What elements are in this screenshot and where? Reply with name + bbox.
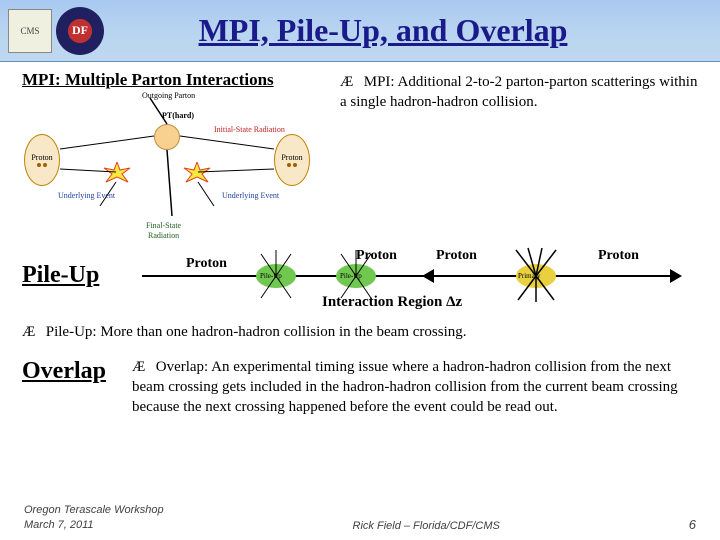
proton-label: Proton bbox=[186, 256, 227, 272]
proton-label: Proton bbox=[436, 248, 477, 264]
interaction-region-label: Interaction Region Δz bbox=[322, 294, 462, 311]
primary-blob-icon: Primary bbox=[516, 264, 556, 288]
footer-author: Rick Field – Florida/CDF/CMS bbox=[164, 520, 689, 532]
beam-arrow-right-icon bbox=[670, 269, 682, 283]
mpi-heading: MPI: Multiple Parton Interactions bbox=[22, 70, 322, 90]
header-bar: CMS DF MPI, Pile-Up, and Overlap bbox=[0, 0, 720, 62]
footer-page-number: 6 bbox=[689, 517, 696, 532]
fsr-label-2: Radiation bbox=[148, 231, 179, 240]
beam-arrow-left-icon bbox=[422, 269, 434, 283]
overlap-bullet-text: Overlap: An experimental timing issue wh… bbox=[132, 359, 678, 415]
cdf-logo-icon: DF bbox=[56, 7, 104, 55]
proton-label: Proton bbox=[598, 248, 639, 264]
overlap-heading: Overlap bbox=[22, 358, 122, 417]
underlying-label-right: Underlying Event bbox=[222, 191, 280, 200]
fsr-label: Final-State bbox=[146, 221, 182, 230]
cms-logo-icon: CMS bbox=[8, 9, 52, 53]
pileup-blob-label: Pile-Up bbox=[260, 272, 282, 280]
underlying-label-left: Underlying Event bbox=[58, 191, 116, 200]
pileup-bullet-text: Pile-Up: More than one hadron-hadron col… bbox=[46, 324, 467, 340]
pileup-diagram: Proton Proton Proton Proton Pile-Up Pile… bbox=[142, 242, 698, 308]
mpi-bullet-text: MPI: Additional 2-to-2 parton-parton sca… bbox=[340, 74, 697, 110]
proton-label: Proton bbox=[356, 248, 397, 264]
pileup-heading: Pile-Up bbox=[22, 262, 130, 289]
pileup-blob-label: Pile-Up bbox=[340, 272, 362, 280]
footer-workshop: Oregon Terascale Workshop bbox=[24, 503, 164, 517]
primary-blob-label: Primary bbox=[518, 272, 541, 280]
bullet-arrow-icon: Æ bbox=[340, 72, 360, 92]
outgoing-parton-label: Outgoing Parton bbox=[142, 91, 195, 100]
logo-group: CMS DF bbox=[8, 7, 104, 55]
footer-date: March 7, 2011 bbox=[24, 518, 164, 532]
slide-title: MPI, Pile-Up, and Overlap bbox=[104, 12, 712, 49]
mpi-feynman-diagram: Proton Proton bbox=[22, 94, 312, 234]
pileup-blob-icon: Pile-Up bbox=[336, 264, 376, 288]
parton-lines-icon: Outgoing Parton PT(hard) Initial-State R… bbox=[22, 94, 312, 244]
bullet-arrow-icon: Æ bbox=[22, 322, 42, 342]
isr-label: Initial-State Radiation bbox=[214, 125, 285, 134]
pthard-label: PT(hard) bbox=[162, 111, 194, 120]
pileup-blob-icon: Pile-Up bbox=[256, 264, 296, 288]
slide-footer: Oregon Terascale Workshop March 7, 2011 … bbox=[0, 503, 720, 532]
bullet-arrow-icon: Æ bbox=[132, 358, 152, 378]
